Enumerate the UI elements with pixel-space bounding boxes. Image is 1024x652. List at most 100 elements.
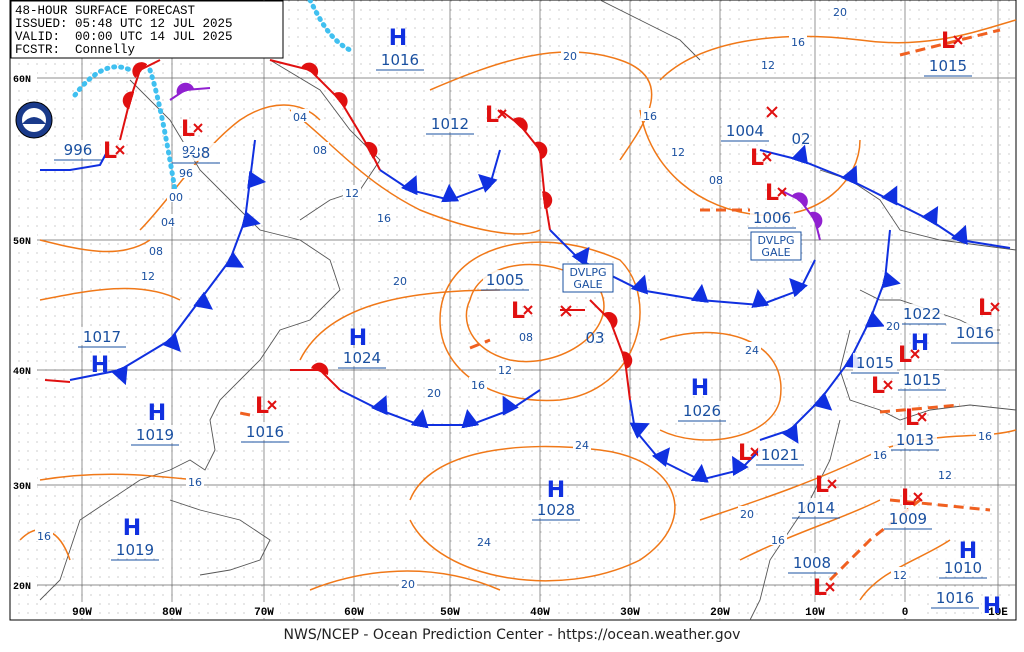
isobar-label-bg	[891, 567, 909, 580]
lon-label: 80W	[162, 607, 182, 619]
header-line: FCSTR: Connelly	[15, 43, 136, 57]
high-center: H	[959, 539, 977, 564]
lon-label: 90W	[72, 607, 92, 619]
lon-label: 60W	[344, 607, 364, 619]
isobar-label-bg	[517, 329, 535, 342]
central-pressure: 1015	[903, 371, 941, 389]
pressure-bg	[723, 121, 767, 139]
central-pressure: 1015	[929, 57, 967, 75]
isobar-label-bg	[391, 273, 409, 286]
fronts	[40, 28, 1011, 582]
central-pressure: 1016	[956, 324, 994, 342]
isobar-label-bg	[641, 108, 659, 121]
pressure-bg	[941, 558, 985, 576]
low-position-x	[883, 380, 893, 390]
gale-box	[562, 263, 614, 293]
lon-label: 30W	[620, 607, 640, 619]
central-pressure: 1028	[537, 501, 575, 519]
pressure-bg	[340, 348, 384, 366]
isobar-label-bg	[738, 506, 756, 519]
isobar-label: 04	[293, 111, 307, 124]
pressure-bg	[750, 208, 794, 226]
low-position-x	[497, 109, 507, 119]
isobar-label: 16	[37, 530, 51, 543]
central-pressure: 1010	[944, 559, 982, 577]
isobar-label: 12	[498, 364, 512, 377]
noaa-logo	[15, 101, 53, 139]
isobar-label: 24	[745, 344, 759, 357]
low-position-x	[917, 412, 927, 422]
pressure-bg	[758, 445, 802, 463]
low-position-x	[913, 492, 923, 502]
central-pressure: 1017	[83, 328, 121, 346]
central-pressure: 1016	[936, 589, 974, 607]
lat-label-box	[11, 232, 37, 248]
isobar-label-bg	[291, 109, 309, 122]
pressure-bg	[378, 50, 422, 68]
lon-label-box	[614, 602, 646, 618]
isobar-label-bg	[425, 385, 443, 398]
isobar-label: 16	[771, 534, 785, 547]
low-position-x	[267, 400, 277, 410]
central-pressure: 1019	[136, 426, 174, 444]
lon-label-box	[156, 602, 188, 618]
isobar-label: 20	[833, 6, 847, 19]
lat-label: 60N	[13, 75, 31, 86]
central-pressure: 1021	[761, 446, 799, 464]
lon-label-box	[704, 602, 736, 618]
isobar-label: 16	[377, 212, 391, 225]
isobar-label-bg	[159, 214, 177, 227]
low-position-x	[827, 479, 837, 489]
isobar-label-bg	[399, 576, 417, 589]
central-pressure: 1016	[246, 423, 284, 441]
isobar-label-bg	[789, 34, 807, 47]
isobar-label-bg	[180, 142, 198, 155]
pressure-bg	[900, 304, 944, 322]
isobar-label-bg	[343, 185, 361, 198]
lon-label: 40W	[530, 607, 550, 619]
lon-label-box	[434, 602, 466, 618]
pressure-bg	[900, 370, 944, 388]
isobar-label-bg	[976, 428, 994, 441]
footer: NWS/NCEP - Ocean Prediction Center - htt…	[284, 627, 741, 643]
isobar-label: 16	[471, 379, 485, 392]
gale-text: GALE	[761, 246, 790, 259]
isobar-label: 12	[345, 187, 359, 200]
low-position-x	[953, 35, 963, 45]
isobar-label: 12	[671, 146, 685, 159]
isobar-label-bg	[769, 532, 787, 545]
isobar-label-bg	[871, 447, 889, 460]
isobar-label-bg	[884, 318, 902, 331]
lon-label: 70W	[254, 607, 274, 619]
isobar-label-bg	[936, 467, 954, 480]
isobar-label-bg	[139, 268, 157, 281]
isobar-label: 20	[886, 320, 900, 333]
isobar-label-bg	[496, 362, 514, 375]
central-pressure: 1024	[343, 349, 381, 367]
low-center: L	[255, 394, 269, 419]
header-line: VALID: 00:00 UTC 14 JUL 2025	[15, 30, 233, 44]
isobar-label: 92	[182, 144, 196, 157]
high-center: H	[148, 401, 166, 426]
isobar-label-bg	[35, 528, 53, 541]
low-center: L	[871, 374, 885, 399]
central-pressure: 1013	[896, 431, 934, 449]
graticule: 90W 80W 70W 60W 50W 40W 30W 20W 10W 0 10E 60N 50N 40N…	[10, 0, 1016, 620]
low-position-x	[825, 582, 835, 592]
pressure-bg	[133, 425, 177, 443]
isobar-label: 20	[740, 508, 754, 521]
header-line: ISSUED: 05:48 UTC 12 JUL 2025	[15, 17, 233, 31]
pressure-bg	[80, 327, 124, 345]
isobar-label: 16	[978, 430, 992, 443]
central-pressure: 1006	[753, 209, 791, 227]
isobar-label-bg	[573, 437, 591, 450]
isobar-label-bg	[669, 144, 687, 157]
isobar-label: 20	[401, 578, 415, 591]
pressure-bg	[926, 56, 970, 74]
low-center: L	[898, 343, 912, 368]
low-center: L	[103, 139, 117, 164]
isobar-label-bg	[707, 172, 725, 185]
low-center: L	[181, 117, 195, 142]
high-center: H	[547, 478, 565, 503]
